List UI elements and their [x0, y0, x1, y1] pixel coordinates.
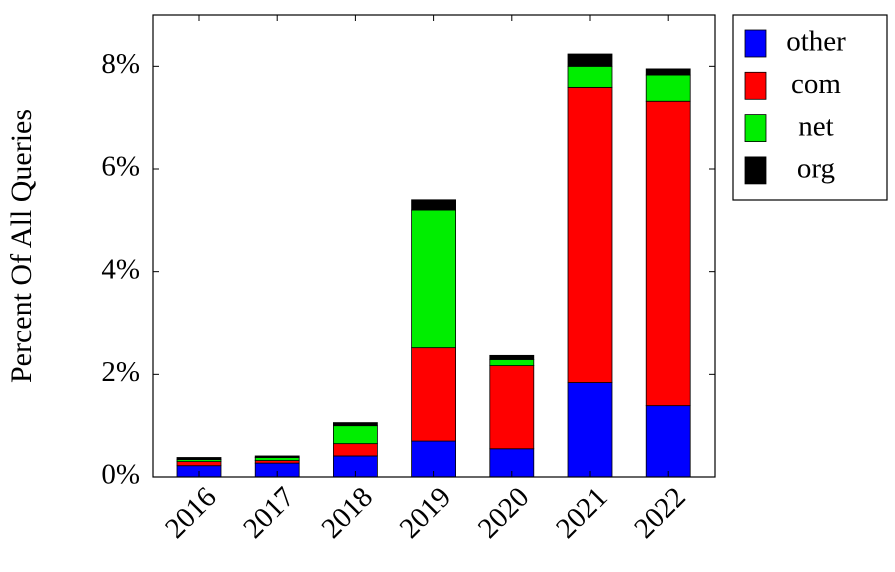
bar-segment	[332, 443, 378, 457]
bar-segment	[567, 65, 613, 88]
legend-label: other	[786, 26, 846, 58]
plot-frame	[152, 14, 716, 478]
bar-segment	[645, 405, 691, 478]
x-tick-label: 2021	[550, 481, 614, 545]
bar-segment	[176, 457, 222, 460]
bar-segment	[254, 455, 300, 458]
legend-label: org	[797, 153, 835, 185]
x-tick-label: 2020	[472, 481, 536, 545]
bar-segment	[411, 199, 457, 211]
y-axis-label: Percent Of All Queries	[5, 109, 38, 383]
y-tick-label: 0%	[101, 459, 140, 491]
legend-label: com	[791, 68, 841, 100]
bar-segment	[645, 74, 691, 102]
bar-segment	[645, 68, 691, 76]
bar-segment	[567, 53, 613, 67]
bar-segment	[176, 461, 222, 467]
legend-swatch	[744, 29, 767, 58]
bar-segment	[411, 209, 457, 349]
x-tick-label: 2016	[159, 481, 223, 545]
legend-label: net	[798, 110, 833, 142]
bar-segment	[567, 382, 613, 478]
legend-swatch	[744, 71, 767, 100]
x-tick-label: 2018	[315, 481, 379, 545]
bar-segment	[254, 457, 300, 461]
x-tick-label: 2019	[394, 481, 458, 545]
bar-segment	[489, 354, 535, 360]
bar-segment	[645, 100, 691, 407]
legend-swatch	[744, 156, 767, 185]
y-tick-label: 4%	[101, 253, 140, 285]
bar-segment	[411, 347, 457, 442]
bar-segment	[489, 365, 535, 450]
bar-segment	[567, 86, 613, 383]
x-tick-label: 2017	[237, 481, 301, 545]
bar-segment	[332, 425, 378, 445]
y-tick-label: 2%	[101, 356, 140, 388]
legend-swatch	[744, 114, 767, 142]
x-tick-label: 2022	[628, 481, 692, 545]
bar-segment	[489, 359, 535, 367]
y-tick-label: 6%	[101, 151, 140, 183]
bar-segment	[332, 422, 378, 427]
y-tick-label: 8%	[101, 48, 140, 80]
